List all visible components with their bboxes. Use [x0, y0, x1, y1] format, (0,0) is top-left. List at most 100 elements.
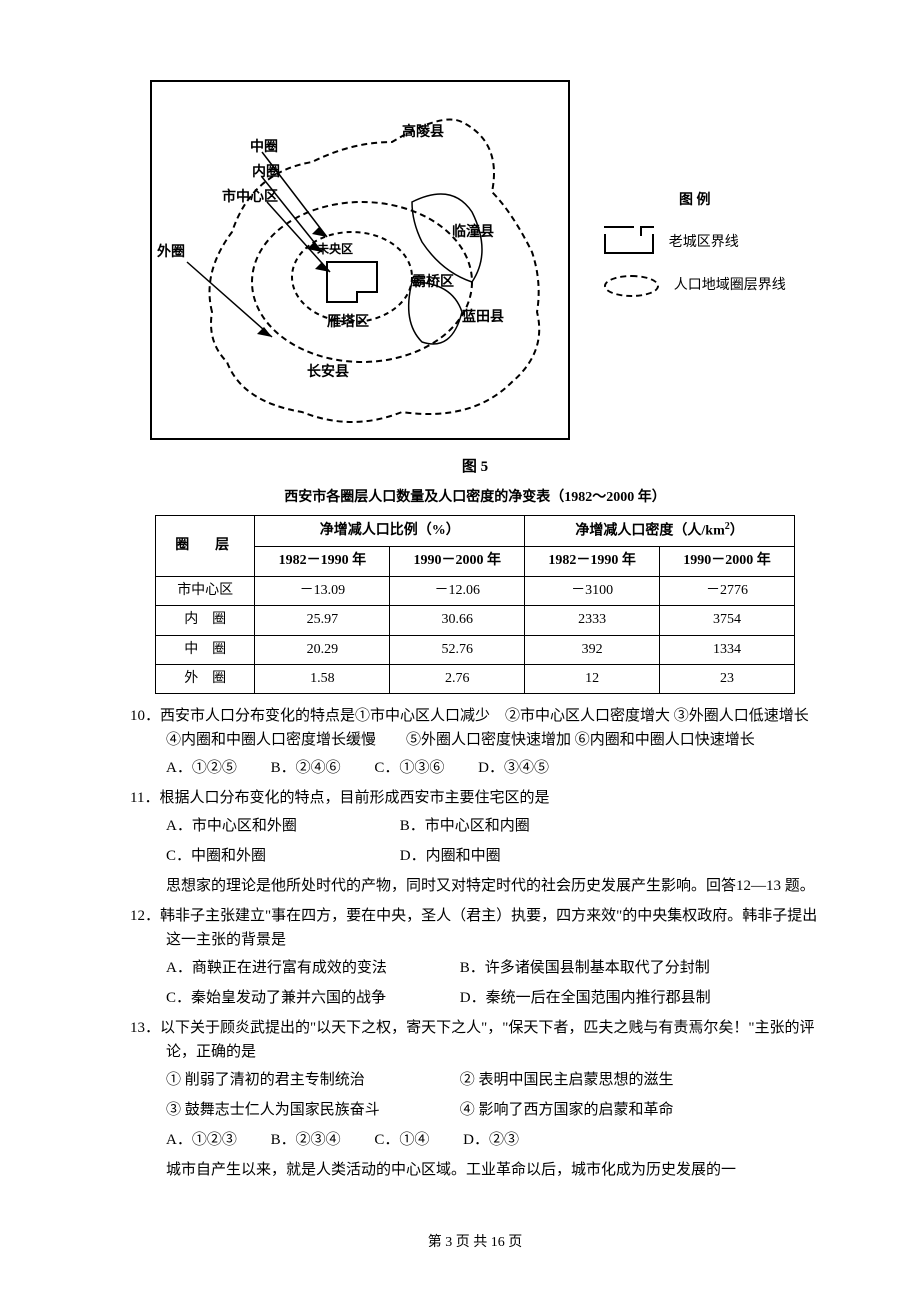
q13-items-2: ③ 鼓舞志士仁人为国家民族奋斗 ④ 影响了西方国家的启蒙和革命 [130, 1098, 820, 1122]
question-13: 13．以下关于顾炎武提出的"以天下之权，寄天下之人"，"保天下者，匹夫之贱与有责… [130, 1016, 820, 1064]
question-12: 12．韩非子主张建立"事在四方，要在中央，圣人（君主）执要，四方来效"的中央集权… [130, 904, 820, 952]
cell: －3100 [525, 576, 660, 605]
legend: 图 例 老城区界线 人口地域圈层界线 [604, 190, 786, 317]
map-svg [152, 82, 572, 442]
cell: 1334 [660, 635, 795, 664]
cell: 392 [525, 635, 660, 664]
q11-options-1: A．市中心区和外圈 B．市中心区和内圈 [130, 814, 820, 838]
footer-post: 页 [505, 1235, 523, 1250]
footer-mid: 页 共 [452, 1235, 491, 1250]
q13-item-1: ① 削弱了清初的君主专制统治 [166, 1068, 456, 1092]
th-layer: 圈 层 [156, 516, 255, 576]
data-table: 圈 层 净增减人口比例（%） 净增减人口密度（人/km2） 1982－1990 … [155, 515, 795, 694]
question-10: 10．西安市人口分布变化的特点是①市中心区人口减少 ②市中心区人口密度增大 ③外… [130, 704, 820, 752]
label-lantian: 蓝田县 [462, 307, 504, 329]
q12-opt-a: A．商鞅正在进行富有成效的变法 [166, 956, 456, 980]
th-p1b: 1982－1990 年 [525, 547, 660, 576]
cell: 3754 [660, 606, 795, 635]
label-shizhongxin: 市中心区 [222, 187, 278, 209]
q10-options: A．①②⑤ B．②④⑥ C．①③⑥ D．③④⑤ [130, 756, 820, 780]
cell: 2333 [525, 606, 660, 635]
q12-num: 12． [130, 908, 160, 924]
label-neiquan: 内圈 [252, 162, 280, 184]
q13-options: A．①②③ B．②③④ C．①④ D．②③ [130, 1128, 820, 1152]
cell: －2776 [660, 576, 795, 605]
q13-opt-d: D．②③ [463, 1128, 519, 1152]
q11-opt-c: C．中圈和外圈 [166, 844, 396, 868]
dashed-line-icon [604, 275, 659, 297]
question-11: 11．根据人口分布变化的特点，目前形成西安市主要住宅区的是 [130, 786, 820, 810]
cell: 12 [525, 665, 660, 694]
q13-opt-a: A．①②③ [166, 1128, 237, 1152]
q11-opt-d: D．内圈和中圈 [400, 844, 630, 868]
q13-item-3: ③ 鼓舞志士仁人为国家民族奋斗 [166, 1098, 456, 1122]
q13-items-1: ① 削弱了清初的君主专制统治 ② 表明中国民主启蒙思想的滋生 [130, 1068, 820, 1092]
intro-next: 城市自产生以来，就是人类活动的中心区域。工业革命以后，城市化成为历史发展的一 [130, 1158, 820, 1182]
table-row: 外 圈 1.58 2.76 12 23 [156, 665, 795, 694]
label-zhongquan: 中圈 [250, 137, 278, 159]
cell: 2.76 [390, 665, 525, 694]
th-p1a: 1982－1990 年 [255, 547, 390, 576]
label-baqiao: 霸桥区 [412, 272, 454, 294]
q10-opt-c: C．①③⑥ [374, 756, 444, 780]
th-p2b: 1990－2000 年 [660, 547, 795, 576]
label-lintong: 临潼县 [452, 222, 494, 244]
cell: 23 [660, 665, 795, 694]
cell: 30.66 [390, 606, 525, 635]
q10-opt-d: D．③④⑤ [478, 756, 549, 780]
th-density-close: ） [730, 524, 744, 539]
q12-opt-c: C．秦始皇发动了兼并六国的战争 [166, 986, 456, 1010]
cell: 20.29 [255, 635, 390, 664]
intro-12-13: 思想家的理论是他所处时代的产物，同时又对特定时代的社会历史发展产生影响。回答12… [130, 874, 820, 898]
q12-stem: 韩非子主张建立"事在四方，要在中央，圣人（君主）执要，四方来效"的中央集权政府。… [160, 908, 817, 948]
label-gaoling: 高陵县 [402, 122, 444, 144]
figure-caption: 图 5 [130, 455, 820, 479]
q12-options-1: A．商鞅正在进行富有成效的变法 B．许多诸侯国县制基本取代了分封制 [130, 956, 820, 980]
figure-block: 中圈 内圈 市中心区 外圈 高陵县 临潼县 霸桥区 蓝田县 雁塔区 长安县 未央… [130, 80, 820, 479]
q11-opt-a: A．市中心区和外圈 [166, 814, 396, 838]
footer-pre: 第 [428, 1235, 446, 1250]
q13-opt-b: B．②③④ [271, 1128, 341, 1152]
cell: 内 圈 [156, 606, 255, 635]
table-caption: 西安市各圈层人口数量及人口密度的净变表（1982～2000 年） [130, 487, 820, 509]
cell: 中 圈 [156, 635, 255, 664]
cell: 1.58 [255, 665, 390, 694]
table-header-row-1: 圈 层 净增减人口比例（%） 净增减人口密度（人/km2） [156, 516, 795, 547]
legend-item-dashed: 人口地域圈层界线 [604, 275, 786, 297]
legend-item-solid: 老城区界线 [604, 232, 786, 254]
legend-title: 图 例 [604, 190, 786, 212]
cell: －12.06 [390, 576, 525, 605]
q10-stem: 西安市人口分布变化的特点是①市中心区人口减少 ②市中心区人口密度增大 ③外圈人口… [160, 708, 824, 748]
q11-stem: 根据人口分布变化的特点，目前形成西安市主要住宅区的是 [159, 790, 549, 806]
cell: 25.97 [255, 606, 390, 635]
q12-options-2: C．秦始皇发动了兼并六国的战争 D．秦统一后在全国范围内推行郡县制 [130, 986, 820, 1010]
q13-item-4: ④ 影响了西方国家的启蒙和革命 [460, 1098, 750, 1122]
cell: 外 圈 [156, 665, 255, 694]
q11-num: 11． [130, 790, 159, 806]
cell: －13.09 [255, 576, 390, 605]
th-density: 净增减人口密度（人/km2） [525, 516, 795, 547]
q13-opt-c: C．①④ [374, 1128, 429, 1152]
q12-opt-d: D．秦统一后在全国范围内推行郡县制 [460, 986, 750, 1010]
q10-opt-b: B．②④⑥ [271, 756, 341, 780]
q10-opt-a: A．①②⑤ [166, 756, 237, 780]
solid-line-icon [604, 234, 654, 254]
label-yanta: 雁塔区 [327, 312, 369, 334]
q13-stem: 以下关于顾炎武提出的"以天下之权，寄天下之人"，"保天下者，匹夫之贱与有责焉尔矣… [160, 1020, 815, 1060]
q11-opt-b: B．市中心区和内圈 [400, 814, 630, 838]
table-row: 中 圈 20.29 52.76 392 1334 [156, 635, 795, 664]
label-changan: 长安县 [307, 362, 349, 384]
cell: 市中心区 [156, 576, 255, 605]
th-p2a: 1990－2000 年 [390, 547, 525, 576]
map-box: 中圈 内圈 市中心区 外圈 高陵县 临潼县 霸桥区 蓝田县 雁塔区 长安县 未央… [150, 80, 570, 440]
q13-num: 13． [130, 1020, 160, 1036]
cell: 52.76 [390, 635, 525, 664]
q11-options-2: C．中圈和外圈 D．内圈和中圈 [130, 844, 820, 868]
table-row: 市中心区 －13.09 －12.06 －3100 －2776 [156, 576, 795, 605]
label-weiyang: 未央区 [317, 240, 353, 259]
page-footer: 第 3 页 共 16 页 [130, 1232, 820, 1254]
th-density-text: 净增减人口密度（人/km [575, 524, 724, 539]
q12-opt-b: B．许多诸侯国县制基本取代了分封制 [460, 956, 750, 980]
legend-solid-label: 老城区界线 [669, 232, 739, 254]
footer-total: 16 [491, 1235, 505, 1250]
